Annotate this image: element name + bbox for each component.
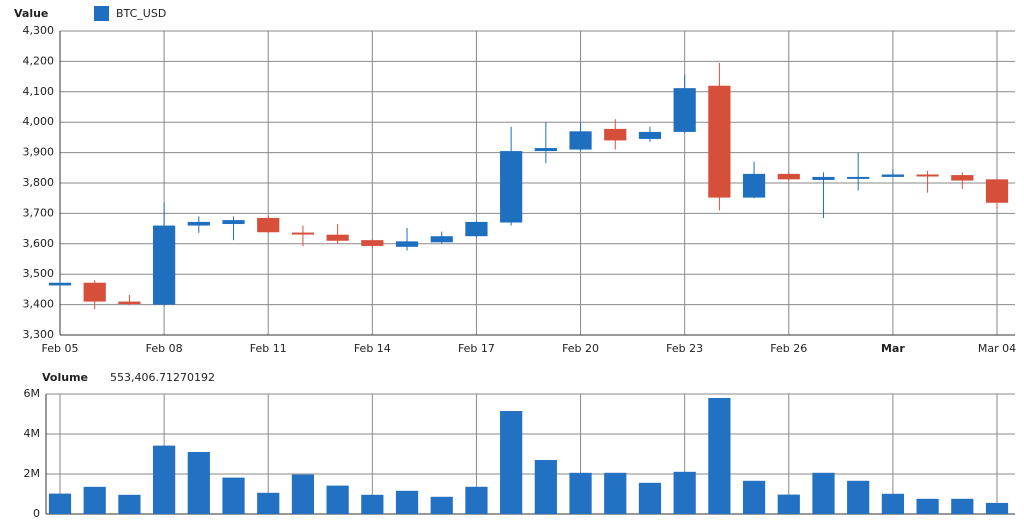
candle-body xyxy=(569,131,592,150)
bar xyxy=(465,486,488,514)
candle-body xyxy=(881,174,904,177)
candle-body xyxy=(534,148,557,152)
candle-body xyxy=(361,240,384,246)
x-tick-label: Feb 08 xyxy=(146,342,183,355)
candle-body xyxy=(812,176,835,180)
bar xyxy=(638,482,662,514)
candle-body xyxy=(48,282,72,286)
bar xyxy=(742,480,766,514)
bar xyxy=(708,398,731,514)
x-tick-label: Feb 26 xyxy=(770,342,807,355)
bar xyxy=(604,472,627,514)
x-tick-label: Mar 04 xyxy=(978,342,1016,355)
candle-body xyxy=(777,173,800,180)
bar xyxy=(153,445,176,514)
y-tick-label: 0 xyxy=(33,507,40,520)
legend-label: BTC_USD xyxy=(116,7,166,20)
y-tick-label: 3,900 xyxy=(23,146,55,159)
bar xyxy=(569,472,592,514)
y-tick-label: 3,500 xyxy=(23,267,55,280)
candle-body xyxy=(673,88,696,132)
bar xyxy=(187,452,210,514)
candle-body xyxy=(951,175,974,181)
legend-title: Value xyxy=(14,7,48,20)
y-tick-label: 2M xyxy=(24,467,41,480)
x-tick-label: Feb 05 xyxy=(42,342,79,355)
bar xyxy=(291,474,315,514)
bar xyxy=(916,498,939,514)
candle-body xyxy=(604,128,627,141)
bar xyxy=(83,486,106,514)
bar xyxy=(985,502,1009,514)
candle-body xyxy=(395,241,419,247)
bar xyxy=(395,490,419,514)
y-tick-label: 3,300 xyxy=(23,328,55,341)
legend-swatch xyxy=(94,6,109,21)
candle-body xyxy=(638,131,662,139)
y-tick-label: 4,100 xyxy=(23,85,55,98)
candle-body xyxy=(257,217,280,233)
y-tick-label: 4,300 xyxy=(23,24,55,37)
bar xyxy=(847,480,870,514)
candle-body xyxy=(187,221,210,226)
x-tick-label: Mar xyxy=(881,342,905,355)
y-tick-label: 3,400 xyxy=(23,298,55,311)
candle-body xyxy=(847,176,870,179)
y-tick-label: 6M xyxy=(24,387,41,400)
bar xyxy=(326,485,349,514)
x-tick-label: Feb 20 xyxy=(562,342,599,355)
candle-body xyxy=(985,179,1009,203)
candle-body xyxy=(500,151,523,223)
candle-body xyxy=(291,232,315,235)
y-tick-label: 3,600 xyxy=(23,237,55,250)
y-tick-label: 4M xyxy=(24,427,41,440)
y-tick-label: 4,000 xyxy=(23,115,55,128)
bar xyxy=(257,492,280,514)
bar xyxy=(430,496,453,514)
bar xyxy=(118,494,141,514)
bar xyxy=(951,498,974,514)
bar xyxy=(881,493,904,514)
candle-body xyxy=(742,173,766,198)
candle-body xyxy=(326,234,349,241)
y-tick-label: 3,800 xyxy=(23,176,55,189)
bar xyxy=(812,472,835,514)
x-tick-label: Feb 17 xyxy=(458,342,495,355)
bar xyxy=(777,494,800,514)
bar xyxy=(673,471,696,514)
candle-body xyxy=(708,85,731,198)
candle-body xyxy=(430,236,453,243)
candle-body xyxy=(916,174,939,177)
x-tick-label: Feb 14 xyxy=(354,342,391,355)
x-tick-label: Feb 11 xyxy=(250,342,287,355)
bar xyxy=(534,460,557,514)
y-tick-label: 3,700 xyxy=(23,206,55,219)
candle-body xyxy=(83,282,106,302)
y-tick-label: 4,200 xyxy=(23,54,55,67)
candle-body xyxy=(153,225,176,305)
current-value-label: 553,406.71270192 xyxy=(110,371,215,384)
bar xyxy=(48,493,72,514)
candle-body xyxy=(465,221,488,237)
bar xyxy=(222,477,245,514)
bar xyxy=(361,494,384,514)
legend-title: Volume xyxy=(42,371,88,384)
x-tick-label: Feb 23 xyxy=(666,342,703,355)
candle-body xyxy=(118,301,141,304)
bar xyxy=(500,411,523,514)
candle-body xyxy=(222,220,245,225)
